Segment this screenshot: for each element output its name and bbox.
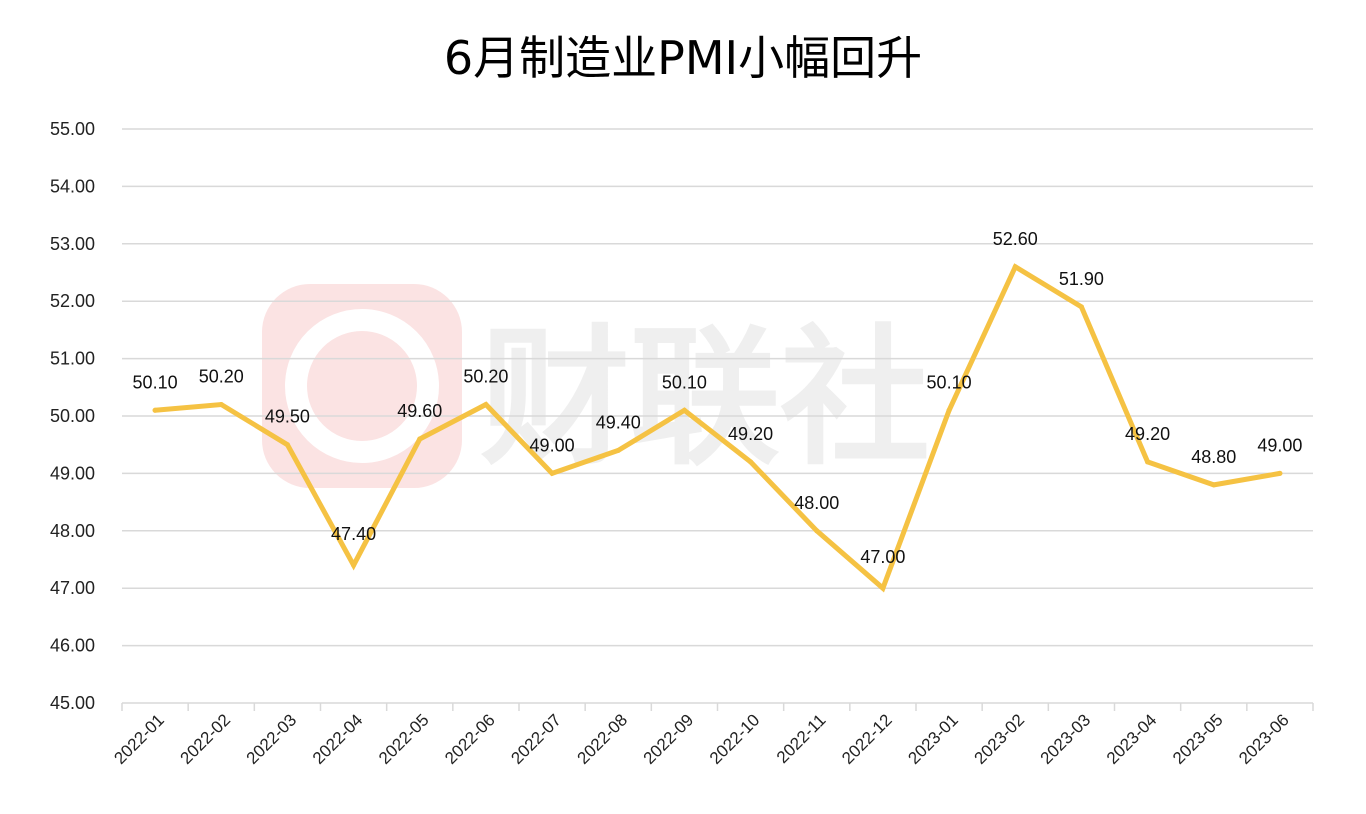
y-tick-label: 45.00: [50, 693, 95, 713]
data-label: 49.40: [596, 412, 641, 432]
data-point: [284, 442, 290, 448]
data-label: 50.20: [199, 367, 244, 387]
x-tick-label: 2022-11: [773, 710, 830, 767]
x-tick-label: 2023-01: [904, 710, 962, 768]
x-tick-label: 2022-07: [507, 710, 565, 768]
y-tick-label: 55.00: [50, 119, 95, 139]
y-tick-label: 51.00: [50, 349, 95, 369]
x-tick-label: 2023-04: [1103, 710, 1161, 768]
data-label: 51.90: [1059, 269, 1104, 289]
data-point: [417, 436, 423, 442]
watermark-text: 财联社: [480, 312, 930, 486]
data-label: 47.40: [331, 524, 376, 544]
data-point: [681, 407, 687, 413]
data-label: 49.50: [265, 407, 310, 427]
x-tick-label: 2023-06: [1235, 710, 1293, 768]
x-tick-label: 2023-02: [971, 710, 1029, 768]
cls-logo-ring: [285, 309, 439, 463]
watermark: 财联社: [262, 284, 930, 488]
data-point: [1012, 264, 1018, 270]
chart-title: 6月制造业PMI小幅回升: [443, 31, 923, 85]
data-label: 50.10: [927, 372, 972, 392]
data-label: 48.00: [794, 493, 839, 513]
data-point: [549, 470, 555, 476]
series-line-layer: [152, 263, 1283, 593]
data-label: 49.20: [1125, 424, 1170, 444]
x-tick-label: 2023-03: [1037, 710, 1095, 768]
grid-lines: [122, 128, 1313, 704]
x-tick-label: 2022-02: [177, 710, 235, 768]
data-point: [351, 562, 357, 568]
y-tick-label: 46.00: [50, 636, 95, 656]
data-label: 49.00: [1257, 435, 1302, 455]
data-label: 48.80: [1191, 447, 1236, 467]
x-tick-label: 2023-05: [1169, 710, 1227, 768]
x-tick-label: 2022-03: [243, 710, 301, 768]
data-label: 50.10: [662, 372, 707, 392]
y-tick-label: 50.00: [50, 406, 95, 426]
data-point: [615, 447, 621, 453]
y-tick-label: 49.00: [50, 463, 95, 483]
x-tick-label: 2022-04: [309, 710, 367, 768]
data-label: 49.60: [397, 401, 442, 421]
data-label: 52.60: [993, 229, 1038, 249]
data-label: 49.20: [728, 424, 773, 444]
data-label: 50.10: [133, 372, 178, 392]
data-label: 50.20: [463, 367, 508, 387]
x-tick-label: 2022-10: [706, 710, 764, 768]
y-tick-label: 48.00: [50, 521, 95, 541]
data-point: [814, 528, 820, 534]
y-tick-label: 53.00: [50, 234, 95, 254]
x-tick-label: 2022-12: [838, 710, 896, 768]
data-point: [483, 402, 489, 408]
data-label: 47.00: [860, 547, 905, 567]
y-tick-label: 52.00: [50, 291, 95, 311]
x-tick-label: 2022-01: [110, 710, 168, 768]
data-point: [946, 407, 952, 413]
y-tick-label: 54.00: [50, 176, 95, 196]
data-label: 49.00: [530, 435, 575, 455]
data-point: [1145, 459, 1151, 465]
data-point: [748, 459, 754, 465]
data-point: [880, 585, 886, 591]
y-tick-label: 47.00: [50, 578, 95, 598]
data-point: [152, 407, 158, 413]
series-line: [152, 263, 1283, 593]
data-label-layer: 50.10 50.20 49.50 47.40 49.60 50.20 49.00 49.40…: [133, 229, 1303, 567]
x-tick-label: 2022-05: [375, 710, 433, 768]
data-point: [218, 402, 224, 408]
x-tick-label: 2022-08: [574, 710, 632, 768]
data-point: [1211, 482, 1217, 488]
data-point: [1277, 470, 1283, 476]
x-tick-label: 2022-06: [441, 710, 499, 768]
x-tick-label: 2022-09: [640, 710, 698, 768]
data-point: [1078, 304, 1084, 310]
